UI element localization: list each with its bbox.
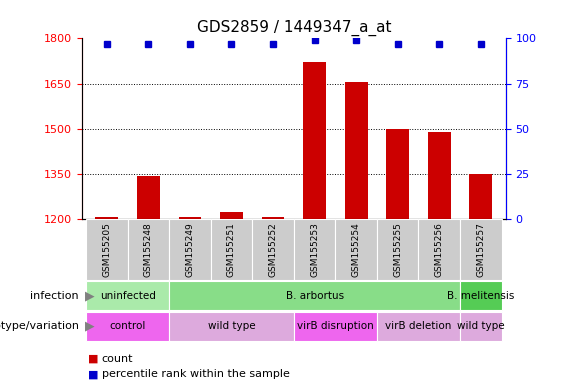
- Bar: [470, 174, 492, 219]
- Text: B. arbortus: B. arbortus: [285, 291, 344, 301]
- Bar: [294, 219, 336, 280]
- Bar: [419, 219, 460, 280]
- Bar: [86, 312, 169, 341]
- Text: GSM155248: GSM155248: [144, 222, 153, 277]
- Bar: [95, 217, 118, 219]
- Bar: [169, 219, 211, 280]
- Text: count: count: [102, 354, 133, 364]
- Text: GSM155252: GSM155252: [268, 222, 277, 277]
- Bar: [336, 219, 377, 280]
- Bar: [428, 132, 451, 219]
- Bar: [377, 219, 419, 280]
- Bar: [169, 281, 460, 310]
- Bar: [252, 219, 294, 280]
- Bar: [86, 219, 128, 280]
- Bar: [460, 219, 502, 280]
- Text: GSM155253: GSM155253: [310, 222, 319, 277]
- Bar: [294, 312, 377, 341]
- Text: GSM155257: GSM155257: [476, 222, 485, 277]
- Bar: [386, 129, 409, 219]
- Text: percentile rank within the sample: percentile rank within the sample: [102, 369, 290, 379]
- Bar: [460, 281, 502, 310]
- Text: ■: ■: [88, 354, 98, 364]
- Bar: [128, 219, 169, 280]
- Text: GSM155205: GSM155205: [102, 222, 111, 277]
- Text: virB deletion: virB deletion: [385, 321, 451, 331]
- Bar: [179, 217, 201, 219]
- Bar: [220, 212, 243, 219]
- Text: infection: infection: [31, 291, 79, 301]
- Bar: [86, 281, 169, 310]
- Text: uninfected: uninfected: [99, 291, 155, 301]
- Text: GSM155249: GSM155249: [185, 222, 194, 277]
- Text: ■: ■: [88, 369, 98, 379]
- Bar: [345, 82, 368, 219]
- Text: GSM155254: GSM155254: [351, 222, 360, 277]
- Text: B. melitensis: B. melitensis: [447, 291, 515, 301]
- Text: wild type: wild type: [208, 321, 255, 331]
- Text: GSM155251: GSM155251: [227, 222, 236, 277]
- Text: GSM155255: GSM155255: [393, 222, 402, 277]
- Text: control: control: [110, 321, 146, 331]
- Bar: [137, 176, 160, 219]
- Text: virB disruption: virB disruption: [297, 321, 373, 331]
- Text: ▶: ▶: [81, 320, 94, 333]
- Title: GDS2859 / 1449347_a_at: GDS2859 / 1449347_a_at: [197, 20, 391, 36]
- Bar: [169, 312, 294, 341]
- Bar: [460, 312, 502, 341]
- Text: GSM155256: GSM155256: [434, 222, 444, 277]
- Bar: [377, 312, 460, 341]
- Bar: [262, 217, 284, 219]
- Bar: [303, 63, 326, 219]
- Bar: [211, 219, 252, 280]
- Text: ▶: ▶: [81, 289, 94, 302]
- Text: genotype/variation: genotype/variation: [0, 321, 79, 331]
- Text: wild type: wild type: [457, 321, 505, 331]
